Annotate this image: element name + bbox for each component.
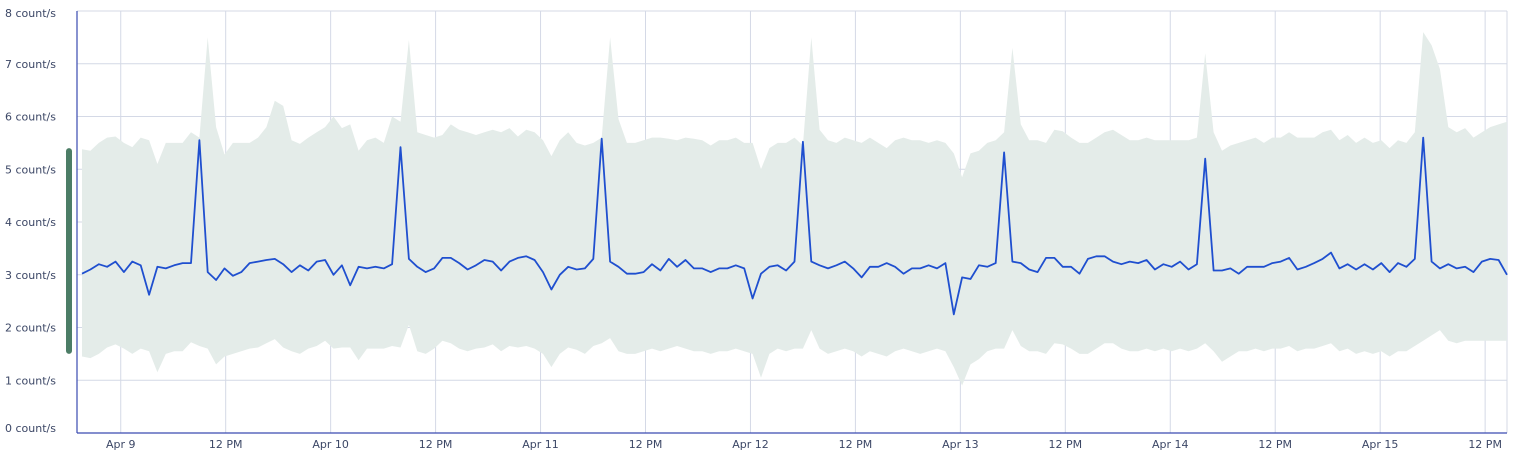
x-tick-label: Apr 11 — [522, 438, 559, 451]
expected-range-area — [82, 32, 1507, 386]
y-range-indicator — [66, 148, 72, 354]
y-axis-ticks: 0 count/s 1 count/s 2 count/s 3 count/s 4 co… — [5, 7, 56, 435]
axes — [76, 11, 1507, 434]
x-tick-label: 12 PM — [1258, 438, 1292, 451]
y-tick-label: 0 count/s — [5, 422, 56, 435]
y-tick-label: 4 count/s — [5, 216, 56, 229]
y-tick-label: 1 count/s — [5, 374, 56, 387]
x-tick-label: 12 PM — [419, 438, 453, 451]
series-line[interactable] — [81, 136, 1508, 316]
x-tick-label: Apr 15 — [1362, 438, 1399, 451]
x-tick-label: Apr 14 — [1152, 438, 1189, 451]
y-tick-label: 8 count/s — [5, 7, 56, 20]
y-tick-label: 6 count/s — [5, 111, 56, 124]
y-tick-label: 2 count/s — [5, 322, 56, 335]
x-tick-label: 12 PM — [1049, 438, 1083, 451]
y-tick-label: 3 count/s — [5, 269, 56, 282]
y-tick-label: 5 count/s — [5, 163, 56, 176]
x-tick-label: Apr 9 — [106, 438, 136, 451]
expected-range-band — [82, 32, 1507, 386]
x-axis-ticks: Apr 9 12 PM Apr 10 12 PM Apr 11 12 PM Apr 12 12… — [106, 438, 1502, 451]
x-tick-label: 12 PM — [839, 438, 873, 451]
y-tick-label: 7 count/s — [5, 58, 56, 71]
x-tick-label: Apr 13 — [942, 438, 979, 451]
x-tick-label: Apr 12 — [732, 438, 769, 451]
metric-series — [81, 136, 1508, 316]
y-range-handle[interactable] — [66, 148, 72, 354]
x-tick-label: 12 PM — [1468, 438, 1502, 451]
x-tick-label: Apr 10 — [312, 438, 349, 451]
x-tick-label: 12 PM — [209, 438, 243, 451]
x-tick-label: 12 PM — [629, 438, 663, 451]
